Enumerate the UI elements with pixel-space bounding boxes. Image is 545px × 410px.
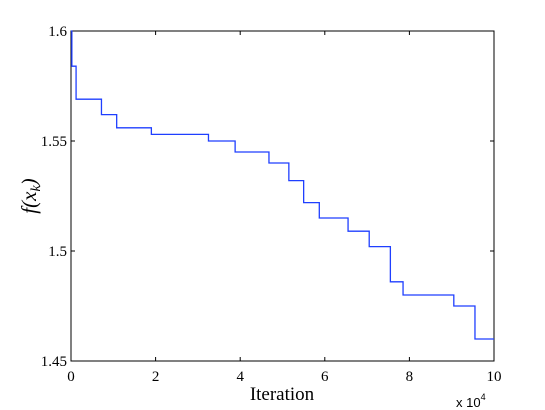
y-tick-label: 1.45 [41, 354, 67, 370]
x-tick-label: 10 [487, 369, 502, 385]
series-line [71, 30, 494, 340]
plot-frame [70, 30, 495, 362]
x-tick-label: 6 [321, 369, 329, 385]
y-axis-label: f(xk) [17, 178, 44, 213]
x-multiplier-label: x 104 [456, 392, 486, 410]
x-tick-label: 2 [152, 369, 160, 385]
y-axis-label-prefix: f(x [17, 191, 41, 214]
y-axis-label-suffix: ) [17, 178, 41, 186]
y-tick-label: 1.6 [48, 24, 67, 40]
x-tick-label: 4 [236, 369, 244, 385]
x-multiplier-base: x 10 [456, 395, 481, 410]
tick-labels: 0 2 4 6 8 10 1.45 1.5 1.55 1.6 [41, 24, 502, 385]
x-multiplier-exponent: 4 [481, 392, 486, 402]
x-tick-label: 0 [67, 369, 75, 385]
axis-ticks [70, 30, 495, 362]
x-axis-label: Iteration [250, 384, 315, 405]
x-tick-label: 8 [406, 369, 414, 385]
y-axis-label-subscript: k [29, 185, 44, 192]
y-tick-label: 1.55 [41, 134, 67, 150]
y-tick-label: 1.5 [48, 244, 67, 260]
